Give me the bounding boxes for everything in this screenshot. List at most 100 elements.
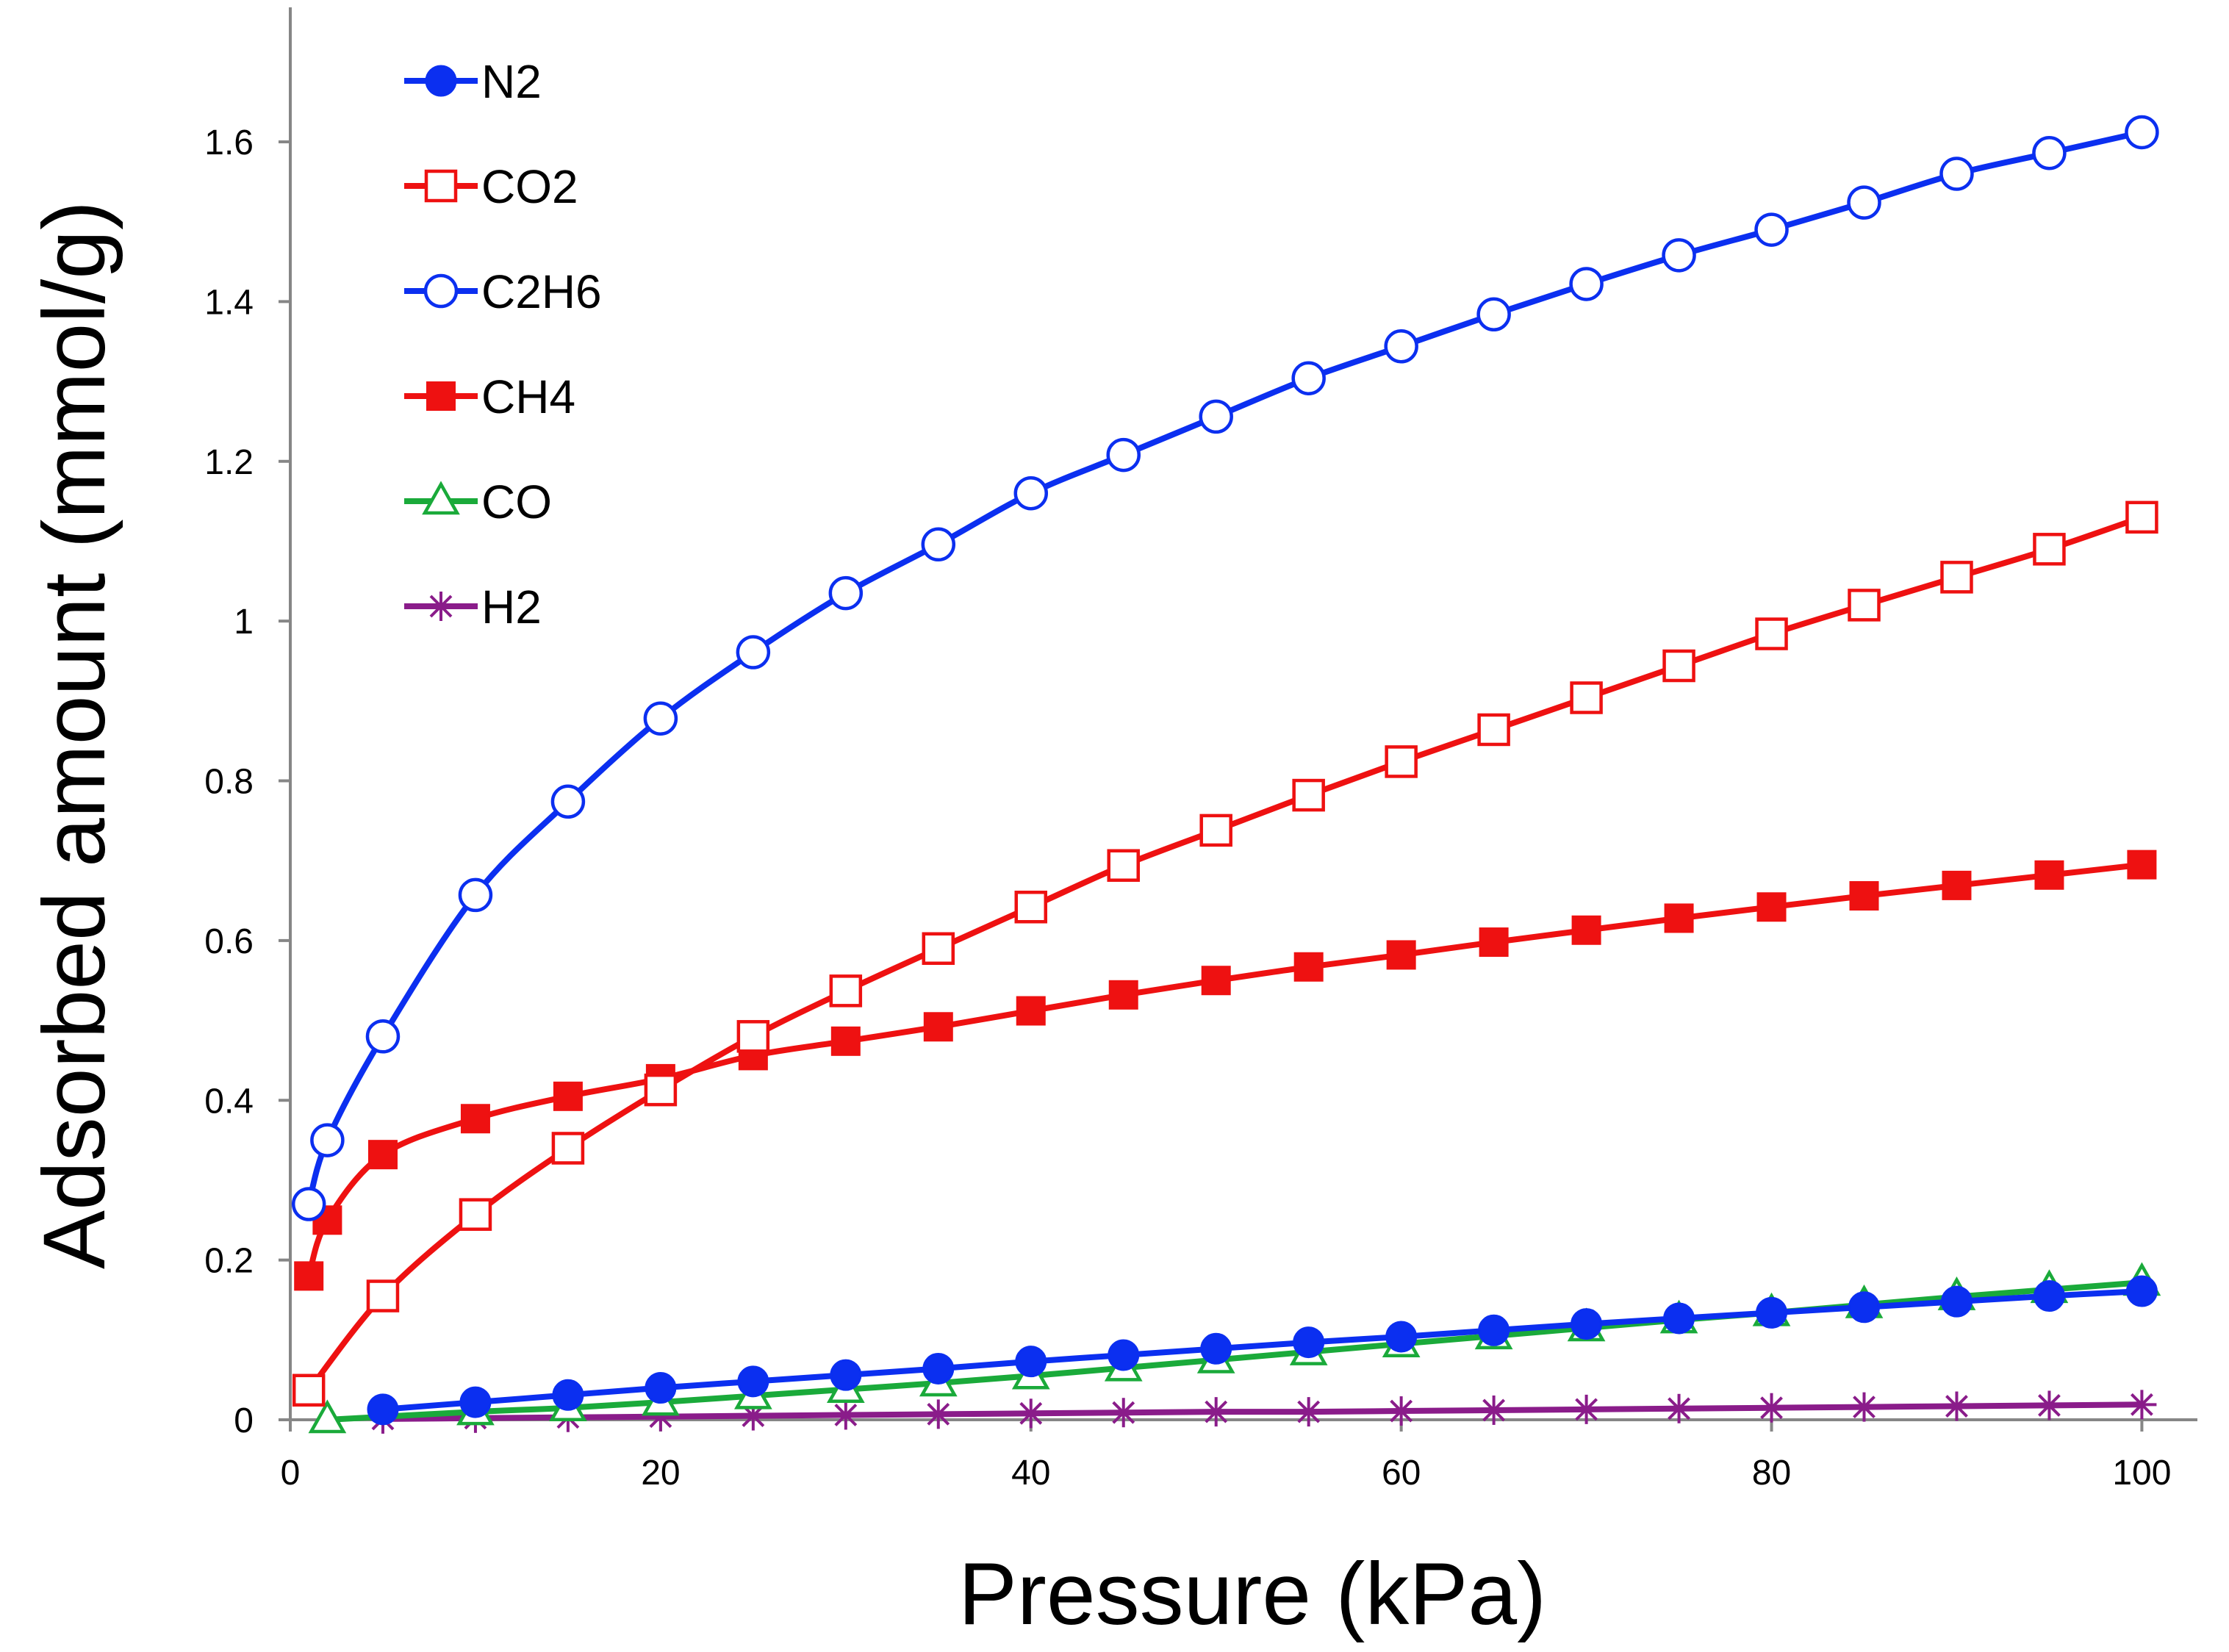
data-point-h2 <box>1108 1398 1138 1428</box>
data-point-ch4 <box>1849 881 1879 911</box>
marker-shape <box>1385 1321 1418 1353</box>
data-point-c2h6 <box>1662 238 1696 273</box>
data-point-h2 <box>1571 1394 1601 1424</box>
data-point-c2h6 <box>1847 185 1881 220</box>
marker-shape <box>644 1073 678 1107</box>
data-point-ch4 <box>1664 903 1694 933</box>
marker-shape <box>1016 996 1046 1026</box>
marker-shape <box>1200 1332 1232 1365</box>
data-point-n2 <box>2125 1275 2158 1307</box>
series-layer <box>291 115 2161 1434</box>
marker-shape <box>2125 115 2159 150</box>
legend-label: CO <box>481 475 552 528</box>
marker-shape <box>1015 1346 1047 1378</box>
data-point-c2h6 <box>1199 399 1233 434</box>
data-point-co2 <box>1477 713 1510 747</box>
legend-marker <box>426 592 456 621</box>
marker-shape <box>550 784 586 819</box>
marker-shape <box>291 1187 326 1221</box>
marker-shape <box>737 1365 769 1398</box>
y-tick-label: 0.8 <box>204 763 254 802</box>
marker-shape <box>1293 952 1324 982</box>
data-point-h2 <box>1479 1395 1509 1425</box>
data-point-co2 <box>2033 533 2066 566</box>
data-point-co2 <box>366 1279 400 1312</box>
marker-shape <box>922 932 955 966</box>
y-tick-label: 0.4 <box>204 1082 254 1121</box>
data-point-co <box>308 1399 347 1434</box>
legend-item-c2h6: C2H6 <box>404 265 602 318</box>
legend: N2 CO2 C2H6 CH4 CO H2 <box>404 55 602 633</box>
marker-shape <box>1199 399 1233 434</box>
legend-marker <box>424 169 458 203</box>
data-point-ch4 <box>1479 927 1509 958</box>
data-point-co2 <box>1292 778 1325 812</box>
data-point-co2 <box>551 1132 585 1165</box>
marker-shape <box>1663 1302 1695 1335</box>
data-point-co2 <box>1662 649 1695 683</box>
data-point-co2 <box>1199 814 1232 847</box>
data-point-n2 <box>830 1359 862 1391</box>
marker-shape <box>551 1132 585 1165</box>
data-point-h2 <box>1664 1393 1694 1423</box>
data-point-ch4 <box>294 1261 324 1291</box>
data-point-n2 <box>2033 1280 2065 1312</box>
marker-shape <box>460 1104 490 1134</box>
legend-label: H2 <box>481 581 542 633</box>
marker-shape <box>1756 1296 1788 1329</box>
marker-shape <box>1478 1314 1510 1346</box>
data-point-c2h6 <box>365 1019 401 1054</box>
data-point-c2h6 <box>2032 135 2067 170</box>
data-point-c2h6 <box>828 575 864 611</box>
data-point-n2 <box>1478 1314 1510 1346</box>
data-point-h2 <box>2034 1390 2064 1421</box>
data-point-ch4 <box>460 1104 490 1134</box>
data-point-c2h6 <box>1013 475 1049 511</box>
legend-item-h2: H2 <box>404 581 542 633</box>
marker-shape <box>1108 1339 1140 1371</box>
data-point-ch4 <box>1386 940 1416 970</box>
x-tick-label: 80 <box>1752 1454 1791 1493</box>
marker-shape <box>828 575 864 611</box>
data-point-ch4 <box>553 1081 583 1111</box>
y-tick-label: 0.2 <box>204 1242 254 1281</box>
marker-shape <box>1384 329 1418 364</box>
data-point-c2h6 <box>310 1123 345 1157</box>
data-point-c2h6 <box>291 1187 326 1221</box>
marker-shape <box>829 974 863 1008</box>
data-point-co2 <box>1940 561 1973 594</box>
legend-label: CH4 <box>481 370 575 423</box>
y-tick-label: 0.6 <box>204 922 254 961</box>
data-point-h2 <box>1201 1397 1231 1427</box>
data-point-n2 <box>737 1365 769 1398</box>
data-point-co2 <box>1848 589 1881 622</box>
data-point-co2 <box>829 974 863 1008</box>
marker-shape <box>425 65 457 97</box>
marker-shape <box>643 701 678 736</box>
data-point-ch4 <box>923 1012 953 1042</box>
data-point-ch4 <box>1293 952 1324 982</box>
data-point-c2h6 <box>550 784 586 819</box>
legend-item-n2: N2 <box>404 55 542 108</box>
series-line-co2 <box>306 514 2145 1393</box>
marker-shape <box>1201 966 1231 996</box>
marker-shape <box>1476 297 1511 332</box>
data-point-n2 <box>459 1386 492 1418</box>
marker-shape <box>367 1140 398 1170</box>
marker-shape <box>423 273 459 309</box>
marker-shape <box>2125 500 2158 534</box>
marker-shape <box>1479 927 1509 958</box>
data-point-ch4 <box>1201 966 1231 996</box>
y-tick-label: 0 <box>234 1401 254 1440</box>
marker-shape <box>1847 185 1881 220</box>
marker-shape <box>1754 212 1789 247</box>
marker-shape <box>292 1373 326 1407</box>
data-point-n2 <box>1200 1332 1232 1365</box>
data-point-co2 <box>1755 617 1788 650</box>
data-point-h2 <box>2127 1390 2157 1420</box>
data-point-n2 <box>367 1393 399 1426</box>
marker-shape <box>2033 1280 2065 1312</box>
data-point-c2h6 <box>921 527 956 562</box>
